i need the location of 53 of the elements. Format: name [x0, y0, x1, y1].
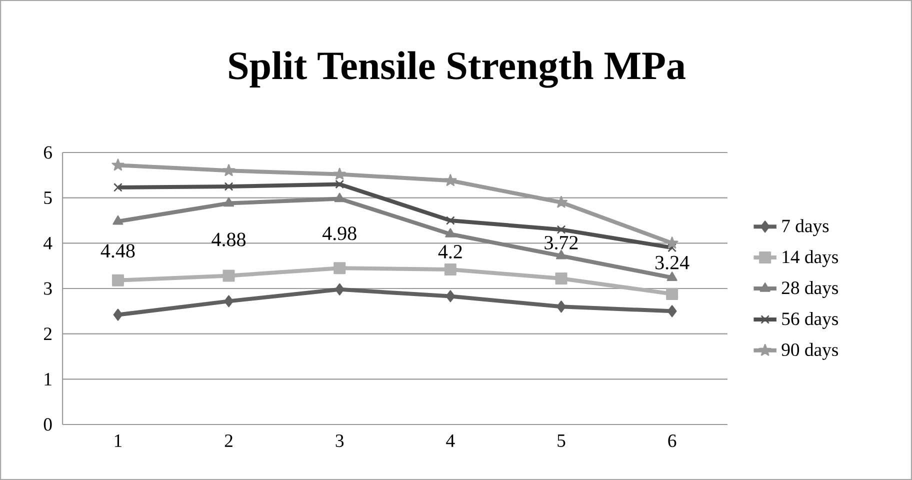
point [445, 228, 456, 238]
point [112, 158, 124, 171]
x-tick-label: 6 [668, 434, 676, 448]
y-tick-label: 0 [44, 418, 52, 431]
point [334, 192, 345, 202]
legend-label: 28 days [782, 281, 838, 298]
point [223, 197, 234, 207]
point [666, 288, 678, 300]
y-tick-label: 1 [44, 372, 52, 386]
legend-label: 90 days [782, 342, 838, 360]
point [668, 243, 677, 252]
point [333, 168, 346, 180]
chart-title: Split Tensile Strength MPa [229, 51, 686, 88]
y-tick-label: 4 [44, 237, 52, 250]
point [446, 216, 455, 225]
point [444, 263, 456, 276]
x-tick-label: 2 [224, 434, 232, 447]
point [556, 250, 567, 260]
point [667, 305, 677, 318]
point [555, 272, 568, 285]
point [334, 283, 344, 296]
point [113, 308, 123, 321]
x-tick-label: 4 [446, 434, 455, 447]
y-tick-label: 5 [44, 192, 52, 204]
point [112, 274, 124, 286]
y-tick-label: 3 [44, 282, 52, 295]
point [444, 174, 457, 186]
data-label: 3.72 [544, 236, 578, 250]
point [224, 182, 234, 191]
point [335, 180, 344, 189]
point [446, 290, 456, 302]
x-tick-label: 5 [558, 434, 566, 447]
point [222, 164, 236, 176]
data-label: 4.2 [438, 245, 462, 259]
y-tick-label: 2 [44, 328, 52, 340]
point [334, 262, 346, 274]
x-tick-label: 1 [114, 434, 122, 447]
point [114, 182, 122, 192]
point [556, 300, 566, 313]
point [556, 225, 566, 234]
point [112, 215, 124, 225]
point [222, 270, 235, 282]
y-tick-label: 6 [44, 146, 52, 159]
x-tick-label: 3 [336, 434, 344, 448]
point [224, 295, 234, 308]
point [666, 272, 678, 281]
legend-label: 7 days [782, 219, 829, 236]
data-label: 4.48 [100, 244, 135, 258]
legend-label: 56 days [782, 312, 838, 329]
data-label: 4.98 [322, 226, 356, 240]
data-label: 4.88 [212, 232, 246, 246]
data-label: 3.24 [656, 256, 690, 270]
legend-label: 14 days [782, 250, 838, 268]
